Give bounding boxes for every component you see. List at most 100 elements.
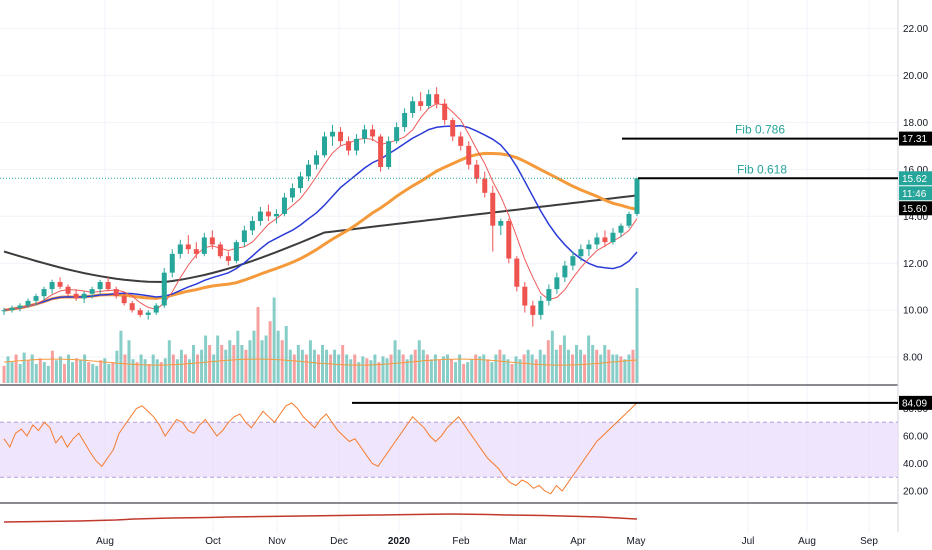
volume-bar [385,358,389,383]
volume-bar [212,354,216,383]
volume-bar [575,345,579,383]
candles [1,87,640,327]
volume-bar [454,362,458,383]
volume-bar [562,335,566,383]
volume-bar [18,364,22,383]
volume-bar [329,354,333,383]
volume-bar [67,354,71,383]
volume-bar [171,354,175,383]
price-tick-label: 8.00 [903,353,923,364]
candle-body [394,127,400,142]
volume-bar [304,354,308,383]
volume-bar [607,349,611,383]
candle-body [129,303,135,311]
candle-body [249,221,255,231]
price-tick-label: 16.00 [903,165,928,176]
volume-bar [111,362,115,383]
volume-bar [514,356,518,383]
volume-bar [208,345,212,383]
candle-body [193,249,199,254]
volume-bar [268,321,272,383]
candle-body [618,225,624,233]
candle-body [354,138,360,151]
bottom-indicator-line [3,513,638,523]
volume-bar [365,358,369,383]
candle-body [466,145,472,165]
candle-body [538,300,544,315]
rsi-tick-label: 40.00 [903,459,928,470]
candle-body [554,277,560,290]
volume-bar [216,335,220,383]
candle-body [153,305,159,313]
volume-bar [163,358,167,383]
time-axis[interactable]: Aug Oct Nov Dec 2020 Feb Mar Apr May Jul Aug Sep [96,536,878,547]
volume-bar [450,359,454,383]
rsi-value-tag: 84.09 [902,398,927,409]
candle-body [233,242,239,261]
volume-bar [115,350,119,383]
candle-body [281,197,287,214]
candle-body [161,272,167,306]
candle-body [137,310,143,315]
candle-body [209,237,215,245]
volume-bar [466,362,470,383]
volume-bar [26,360,30,383]
volume-bar [353,354,357,383]
volume-bar [38,358,42,383]
price-tags: 17.31 15.62 11:46 15.60 84.09 [899,131,932,410]
volume-bar [87,362,91,383]
volume-bar [248,340,252,383]
candle-body [490,192,496,226]
volume-bar [58,356,62,383]
candle-body [145,312,151,315]
volume-bar [220,345,224,383]
volume-bar [50,350,54,383]
volume-bar [558,345,562,383]
volume-bar [546,340,550,383]
candle-body [265,211,271,217]
candle-body [410,101,416,113]
volume-bar [550,330,554,383]
volume-bar [498,349,502,383]
volume-bar [526,349,530,383]
candle-body [458,136,464,146]
volume-bar [200,349,204,383]
candle-body [370,129,376,137]
volume-bar [62,364,66,383]
volume-bar [79,360,83,383]
candle-body [313,155,319,165]
volume-bar [486,359,490,383]
volume-bar [83,354,87,383]
candle-body [426,94,432,106]
volume-bar [441,356,445,383]
candle-body [570,256,576,266]
volume-bar [369,360,373,383]
volume-bar [530,354,534,383]
price-tick-label: 12.00 [903,259,928,270]
candle-body [113,289,119,297]
volume-bar [139,354,143,383]
candle-body [65,286,71,294]
candle-body [434,94,440,104]
price-axis[interactable]: 22.00 20.00 18.00 16.00 14.00 12.00 10.00 8.00 [903,24,928,364]
rsi-tick-label: 20.00 [903,487,928,498]
volume-bar [595,349,599,383]
candle-body [610,232,616,243]
volume-bar [288,349,292,383]
volume-bar [325,349,329,383]
candle-body [546,289,552,301]
rsi-value-tag-bg [899,395,932,410]
candle-body [378,136,384,167]
candle-body [450,120,456,137]
ma-long-line [3,194,638,284]
volume-bar [224,349,228,383]
candle-body [9,307,15,311]
volume-bar [46,365,50,383]
candle-body [257,211,263,221]
last-price-tag-bg [899,171,932,186]
volume-bar [337,354,341,383]
volume-bar [167,340,171,383]
candle-body [346,141,352,151]
